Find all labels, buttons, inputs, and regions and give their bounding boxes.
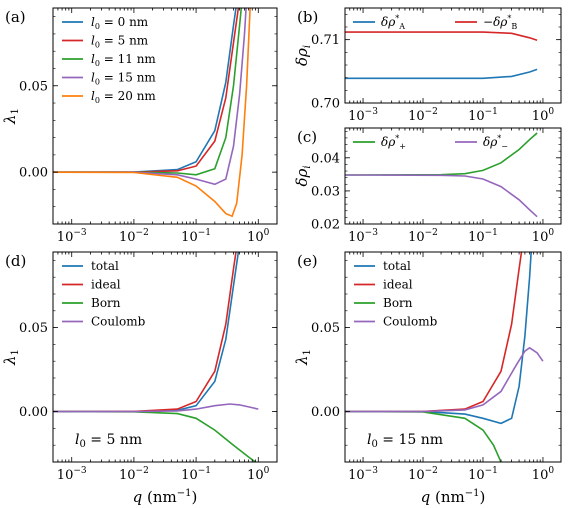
x-tick-label: 10−1: [181, 228, 211, 245]
panel-d: 10−3 10−2 10−1 100 0.00 0.05 (d) λ1 q (nm−1) l0 =…: [1, 251, 278, 506]
y-axis-label: λ1: [1, 108, 21, 125]
series-line-1: [53, 252, 237, 413]
series-line-0: [345, 132, 538, 176]
panel-b: 10−3 10−2 10−1 100 0.70 0.71 (b) δρi δρ*A −δρ*B: [293, 7, 562, 124]
legend-label: δρ*−: [483, 134, 508, 151]
series-line-1: [345, 252, 523, 413]
y-tick-label: 0.00: [19, 405, 48, 420]
y-axis-label: λ1: [1, 349, 21, 366]
plot-frame: [52, 7, 278, 225]
series-line-0: [53, 252, 240, 413]
y-tick-label: 0.05: [19, 321, 48, 336]
panel-label: (a): [5, 8, 26, 26]
panel-annotation: l0 = 5 nm: [75, 432, 142, 450]
series-line-2: [53, 410, 256, 462]
y-tick-label: 0.03: [311, 184, 340, 199]
legend-label: Coulomb: [91, 315, 146, 329]
panel-label: (b): [297, 8, 318, 26]
x-tick-label: 100: [532, 466, 555, 483]
panel-e: 10−3 10−2 10−1 100 0.00 0.05 (e) λ1 q (nm−1) l0 =…: [293, 251, 562, 506]
x-tick-label: 100: [247, 466, 270, 483]
y-axis-label: λ1: [293, 349, 313, 366]
x-tick-label: 10−1: [468, 228, 498, 245]
legend-label: −δρ*B: [483, 14, 517, 31]
panel-label: (e): [297, 252, 318, 270]
y-tick-label: 0.04: [311, 151, 340, 166]
y-tick-label: 0.00: [19, 166, 48, 181]
x-tick-label: 10−3: [57, 228, 87, 245]
panel-annotation: l0 = 15 nm: [367, 432, 443, 450]
legend-label: total: [91, 259, 119, 273]
y-tick-label: 0.05: [311, 321, 340, 336]
x-tick-label: 100: [247, 228, 270, 245]
panel-label: (d): [5, 252, 26, 270]
legend-label: δρ*A: [381, 14, 405, 31]
legend-label: δρ*+: [381, 134, 406, 151]
plot-frame: [344, 127, 562, 225]
x-tick-label: 10−1: [468, 107, 498, 124]
plot-frame: [52, 251, 278, 463]
legend-label: Born: [91, 296, 121, 310]
legend-label: l0 = 15 nm: [91, 71, 156, 87]
legend-label: total: [383, 259, 411, 273]
x-tick-label: 10−3: [348, 107, 378, 124]
legend-label: l0 = 11 nm: [91, 52, 156, 68]
plot-frame: [344, 7, 562, 104]
y-axis-label: δρi: [293, 45, 313, 66]
x-tick-label: 10−1: [468, 466, 498, 483]
y-tick-label: 0.05: [19, 79, 48, 94]
legend-label: ideal: [383, 278, 413, 292]
series-line-1: [345, 174, 538, 218]
panel-a: 10−3 10−2 10−1 100 0.00 0.05 (a) λ1 l0 = 0 nm l0 …: [1, 7, 278, 245]
x-tick-label: 10−3: [348, 228, 378, 245]
y-tick-label: 0.00: [311, 405, 340, 420]
series-line-3: [345, 346, 544, 413]
panel-label: (c): [297, 128, 317, 146]
x-tick-label: 10−1: [181, 466, 211, 483]
legend-label: l0 = 0 nm: [91, 15, 149, 31]
x-tick-label: 10−2: [408, 107, 438, 124]
y-tick-label: 0.71: [311, 33, 340, 48]
x-tick-label: 100: [532, 107, 555, 124]
series-line-1: [345, 31, 538, 42]
x-tick-label: 10−2: [408, 466, 438, 483]
legend-label: l0 = 20 nm: [91, 89, 156, 105]
series-line-4: [53, 8, 251, 218]
legend-label: ideal: [91, 278, 121, 292]
x-tick-label: 10−2: [119, 228, 149, 245]
x-tick-label: 10−2: [119, 466, 149, 483]
y-tick-label: 0.02: [311, 218, 340, 233]
series-line-3: [53, 403, 259, 413]
y-tick-label: 0.70: [311, 97, 340, 112]
series-line-3: [53, 8, 247, 186]
plot-frame: [344, 251, 562, 463]
legend-label: Born: [383, 296, 413, 310]
x-tick-label: 10−2: [408, 228, 438, 245]
x-tick-label: 10−3: [57, 466, 87, 483]
x-axis-label: q (nm−1): [421, 488, 486, 506]
legend-label: l0 = 5 nm: [91, 34, 149, 50]
panel-c: 10−3 10−2 10−1 100 0.02 0.03 0.04 (c) δρi δρ*+ δρ*…: [293, 127, 562, 245]
x-tick-label: 100: [532, 228, 555, 245]
legend-label: Coulomb: [383, 315, 438, 329]
series-line-0: [345, 68, 538, 80]
series-line-0: [345, 252, 532, 425]
x-axis-label: q (nm−1): [133, 488, 198, 506]
x-tick-label: 10−3: [348, 466, 378, 483]
y-axis-label: δρi: [293, 165, 313, 186]
